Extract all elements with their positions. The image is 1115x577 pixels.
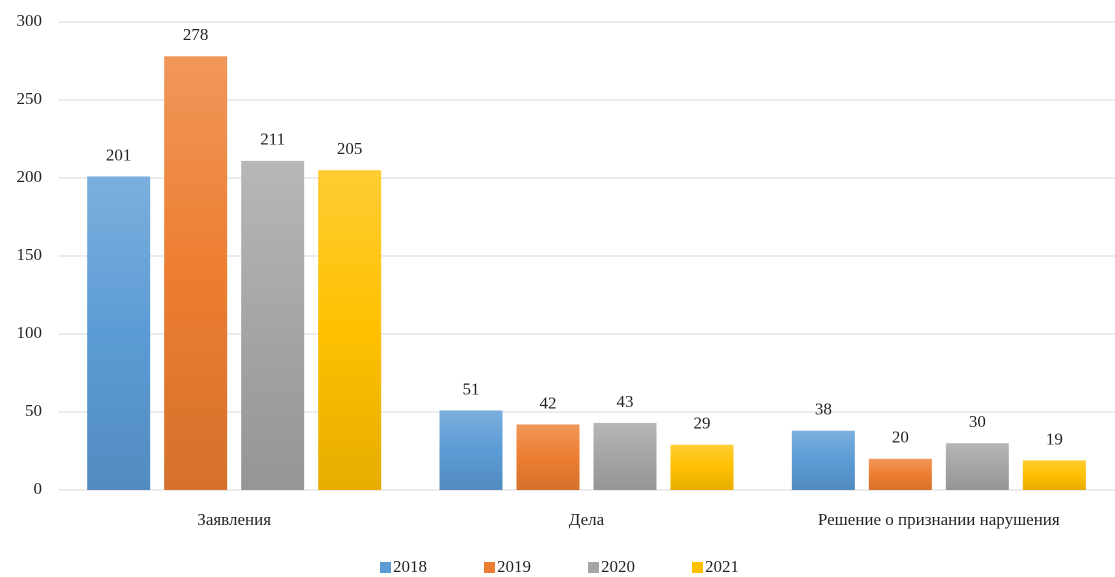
legend-swatch [484, 562, 495, 573]
legend-label: 2021 [705, 557, 739, 576]
data-label: 51 [463, 379, 480, 398]
legend-label: 2018 [393, 557, 427, 576]
bar [791, 430, 855, 490]
y-tick-label: 50 [25, 401, 42, 420]
bar [1022, 460, 1086, 490]
data-label: 30 [969, 412, 986, 431]
legend-label: 2020 [601, 557, 635, 576]
data-label: 211 [260, 130, 285, 149]
data-label: 38 [815, 400, 832, 419]
data-label: 42 [540, 393, 557, 412]
data-label: 205 [337, 139, 363, 158]
y-tick-label: 0 [34, 479, 43, 498]
bar [87, 176, 151, 490]
data-label: 278 [183, 25, 209, 44]
data-label: 201 [106, 145, 132, 164]
data-label: 19 [1046, 429, 1063, 448]
x-tick-label: Дела [569, 510, 605, 529]
bar [318, 170, 382, 490]
bar [516, 424, 580, 490]
legend-label: 2019 [497, 557, 531, 576]
bar [868, 458, 932, 490]
data-label: 20 [892, 428, 909, 447]
legend-swatch [588, 562, 599, 573]
y-tick-label: 200 [17, 167, 43, 186]
y-tick-label: 250 [17, 89, 43, 108]
bar [670, 444, 734, 490]
bar [164, 56, 228, 490]
y-tick-label: 150 [17, 245, 43, 264]
data-label: 29 [694, 414, 711, 433]
y-tick-label: 300 [17, 11, 43, 30]
x-tick-label: Заявления [197, 510, 271, 529]
legend-swatch [692, 562, 703, 573]
y-tick-label: 100 [17, 323, 43, 342]
data-label: 43 [617, 392, 634, 411]
x-tick-label: Решение о признании нарушения [818, 510, 1060, 529]
bar [439, 410, 503, 490]
legend-swatch [380, 562, 391, 573]
bar [945, 443, 1009, 490]
bar [241, 160, 305, 490]
bar [593, 422, 657, 490]
